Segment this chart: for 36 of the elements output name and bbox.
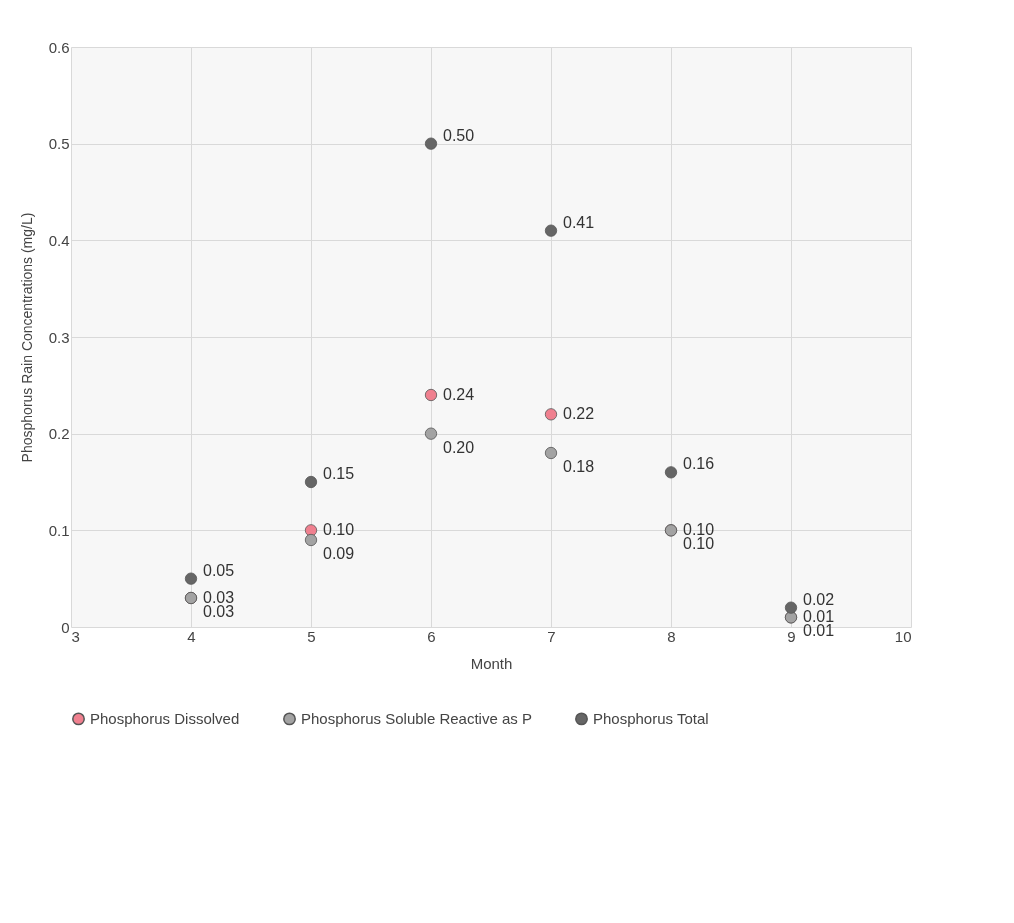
data-label: 0.03 <box>203 603 235 620</box>
data-label: 0.20 <box>443 438 475 456</box>
data-label: 0.24 <box>443 386 475 403</box>
x-tick-label: 9 <box>787 627 796 645</box>
x-tick-label: 8 <box>667 627 676 645</box>
y-tick-label: 0.6 <box>48 38 70 56</box>
y-tick-label: 0.2 <box>48 425 70 443</box>
legend-label: Phosphorus Dissolved <box>90 709 240 727</box>
x-tick-label: 10 <box>894 627 912 645</box>
y-tick-label: 0.3 <box>48 328 70 346</box>
data-label: 0.09 <box>323 545 355 562</box>
data-label: 0.05 <box>203 561 235 579</box>
data-label: 0.22 <box>563 405 595 423</box>
data-label: 0.03 <box>203 589 235 606</box>
y-tick-label: 0.1 <box>48 521 70 539</box>
data-label: 0.10 <box>323 521 355 539</box>
data-label: 0.18 <box>563 458 595 475</box>
y-axis-title: Phosphorus Rain Concentrations (mg/L) <box>18 212 35 463</box>
y-tick-label: 0.5 <box>48 135 70 153</box>
y-tick-label: 0 <box>61 618 70 636</box>
data-label: 0.15 <box>323 465 355 482</box>
data-label: 0.16 <box>683 455 715 473</box>
data-label: 0.10 <box>683 535 715 553</box>
x-tick-label: 5 <box>307 627 316 645</box>
x-tick-label: 3 <box>71 627 80 645</box>
data-label: 0.01 <box>803 622 835 640</box>
data-label: 0.41 <box>563 213 595 231</box>
data-label: 0.50 <box>443 126 475 144</box>
legend-label: Phosphorus Total <box>593 709 709 727</box>
y-tick-label: 0.4 <box>48 231 70 249</box>
x-tick-label: 7 <box>547 627 556 645</box>
x-tick-label: 6 <box>427 627 436 645</box>
data-label: 0.02 <box>803 590 835 608</box>
legend-label: Phosphorus Soluble Reactive as P <box>301 709 532 727</box>
x-tick-label: 4 <box>187 627 196 645</box>
x-axis-title: Month <box>470 654 513 672</box>
